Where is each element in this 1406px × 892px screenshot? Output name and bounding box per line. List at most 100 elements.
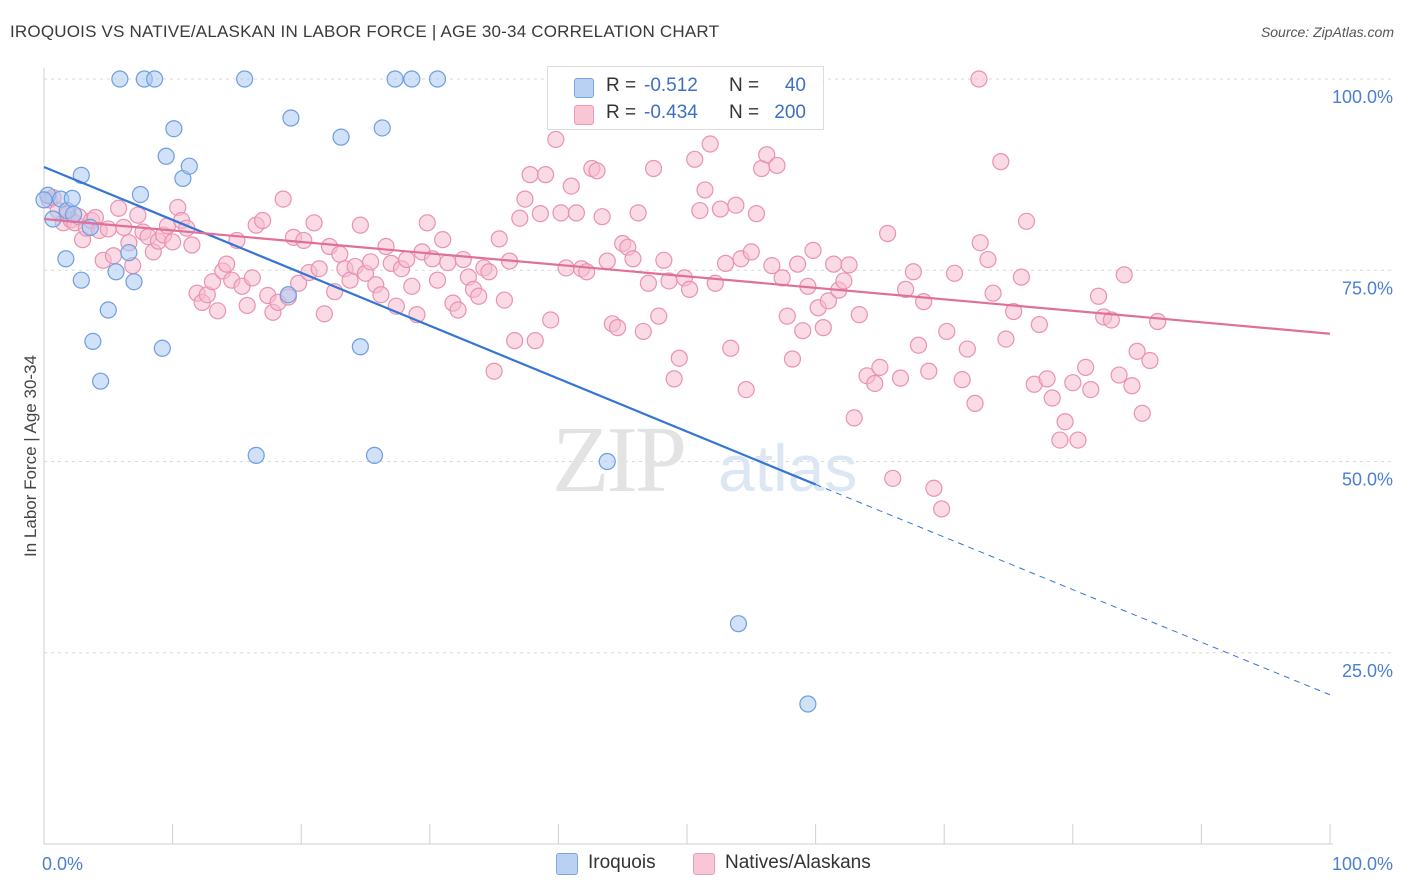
natives-point [970, 70, 988, 88]
natives-point [598, 252, 616, 270]
zipatlas-watermark: ZIP atlas [552, 408, 857, 512]
iroquois-point [598, 452, 616, 471]
natives-point [933, 500, 951, 518]
legend-label: Natives/Alaskans [725, 852, 871, 873]
natives-point [819, 292, 838, 310]
n-label: N = [729, 75, 760, 96]
n-label: N = [729, 102, 760, 123]
natives-point [670, 349, 688, 367]
chart-title: IROQUOIS VS NATIVE/ALASKAN IN LABOR FORC… [10, 22, 720, 41]
iroquois-points [35, 70, 817, 713]
natives-point [439, 254, 457, 272]
stats-legend: R = -0.512 N = 40 R = -0.434 N = 200 [547, 66, 824, 130]
trend-lines [43, 165, 1331, 696]
natives-point [979, 250, 997, 269]
y-tick-label: 50.0% [1342, 470, 1393, 490]
natives-point [783, 350, 802, 368]
natives-point [403, 277, 421, 295]
natives-point [742, 243, 760, 261]
natives-point [1141, 351, 1159, 370]
natives-point [1082, 380, 1100, 399]
natives-point [104, 247, 123, 265]
natives-point [722, 339, 740, 357]
natives-point [552, 204, 570, 222]
natives-point [639, 274, 658, 292]
natives-point [778, 307, 796, 325]
natives-point [1128, 342, 1146, 360]
iroquois-swatch [574, 78, 594, 98]
n-value: 200 [774, 102, 806, 123]
natives-point [925, 479, 943, 497]
natives-point [521, 166, 539, 184]
natives-point [971, 234, 989, 252]
x-tick-max: 100.0% [1332, 854, 1393, 874]
iroquois-point [63, 189, 81, 207]
natives-point [945, 264, 964, 282]
natives-point [953, 371, 971, 389]
natives-point [290, 274, 308, 292]
watermark-zip: ZIP [552, 408, 684, 512]
natives-point [891, 369, 910, 387]
iroquois-point [99, 301, 117, 319]
natives-point [768, 156, 786, 175]
natives-point [305, 214, 323, 232]
natives-point [218, 255, 236, 273]
x-tick-min: 0.0% [42, 854, 83, 874]
natives-point [850, 306, 868, 324]
natives-point [794, 322, 812, 340]
natives-point [310, 260, 328, 278]
iroquois-swatch [556, 853, 578, 875]
tick-labels: 0.0% 100.0% 25.0% 50.0% 75.0% 100.0% [42, 87, 1393, 874]
natives-point [588, 162, 606, 180]
iroquois-point [236, 70, 254, 88]
iroquois-point [247, 446, 265, 464]
legend-label: Iroquois [588, 852, 656, 873]
natives-point [624, 250, 642, 268]
natives-point [398, 250, 416, 269]
iroquois-point [386, 70, 404, 88]
iroquois-point [57, 250, 75, 268]
natives-point [362, 253, 380, 271]
iroquois-point [72, 271, 90, 289]
natives-point [884, 469, 902, 487]
n-value: 40 [784, 75, 806, 96]
natives-point [1038, 370, 1056, 388]
natives-point [938, 322, 956, 341]
natives-point [542, 311, 560, 329]
natives-point [1064, 374, 1082, 392]
natives-point [758, 146, 776, 164]
iroquois-point [279, 286, 297, 304]
natives-point [701, 135, 719, 153]
watermark-atlas: atlas [718, 431, 857, 505]
natives-point [1030, 315, 1048, 334]
natives-point [747, 205, 766, 223]
natives-point [871, 358, 889, 377]
natives-point [835, 272, 853, 290]
natives-point [634, 322, 652, 341]
natives-point [511, 209, 529, 227]
natives-point [696, 181, 714, 199]
y-tick-label: 25.0% [1342, 661, 1393, 681]
natives-point [608, 319, 627, 337]
natives-point [1043, 389, 1061, 407]
natives-point [454, 250, 472, 269]
natives-point [1069, 431, 1087, 449]
natives-point [567, 204, 586, 222]
natives-point [840, 256, 858, 274]
natives-trend-line [43, 217, 1331, 335]
natives-point [183, 236, 201, 254]
natives-point [650, 307, 668, 325]
natives-point [997, 330, 1015, 348]
natives-point [129, 206, 147, 224]
natives-point [526, 332, 544, 350]
iroquois-point [403, 70, 421, 88]
natives-point [804, 241, 822, 259]
natives-point [238, 296, 256, 315]
iroquois-point [365, 446, 384, 464]
iroquois-point [180, 157, 198, 175]
natives-point [470, 287, 488, 305]
iroquois-point [153, 339, 171, 357]
natives-point [691, 201, 709, 220]
natives-point [920, 362, 938, 380]
